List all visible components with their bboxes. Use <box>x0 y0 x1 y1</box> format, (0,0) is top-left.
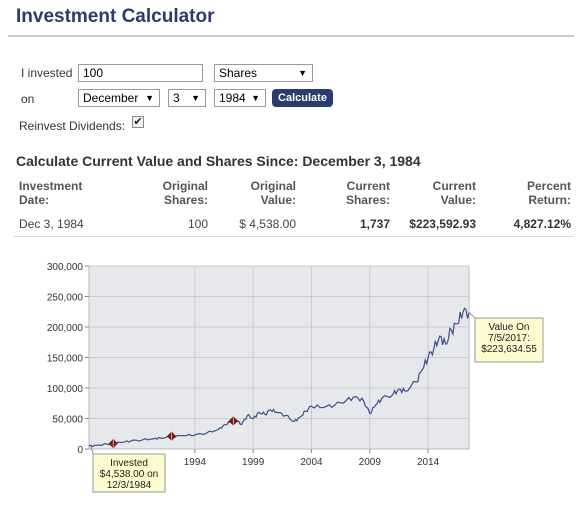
unit-select-value: Shares <box>219 66 258 80</box>
header-original-shares: Original Shares: <box>128 179 208 207</box>
y-tick-label: 0 <box>77 445 83 456</box>
x-tick-label: 1994 <box>184 457 207 468</box>
header-line: Value: <box>440 193 476 207</box>
header-current-shares: Current Shares: <box>310 179 390 207</box>
chevron-down-icon: ▼ <box>145 93 154 103</box>
invested-callout-pointer <box>90 446 94 455</box>
invested-callout-box <box>92 453 166 493</box>
header-line: Date: <box>19 193 50 207</box>
header-line: Current <box>432 179 476 193</box>
chevron-down-icon: ▼ <box>298 68 307 78</box>
day-select[interactable]: 3 ▼ <box>168 89 206 107</box>
value-on-callout-text: 7/5/2017: <box>488 333 530 344</box>
chevron-down-icon: ▼ <box>191 93 200 103</box>
header-original-value: Original Value: <box>216 179 296 207</box>
cell-current-shares: 1,737 <box>359 217 390 231</box>
day-select-value: 3 <box>173 91 180 105</box>
calculate-button[interactable]: Calculate <box>272 89 333 107</box>
cell-investment-date: Dec 3, 1984 <box>19 217 84 231</box>
invested-label: I invested <box>21 66 73 80</box>
value-on-callout-box <box>474 317 544 363</box>
year-select[interactable]: 1984 ▼ <box>214 89 266 107</box>
y-tick-label: 50,000 <box>52 415 83 426</box>
y-tick-label: 200,000 <box>47 323 84 334</box>
header-line: Value: <box>260 193 296 207</box>
reinvest-label: Reinvest Dividends: <box>19 119 126 133</box>
x-tick-label: 1999 <box>242 457 265 468</box>
header-line: Current <box>346 179 390 193</box>
y-tick-label: 250,000 <box>47 293 84 304</box>
chevron-down-icon: ▼ <box>251 93 260 103</box>
header-line: Return: <box>528 193 571 207</box>
invested-callout-text: $4,538.00 on <box>100 469 158 480</box>
header-investment-date: Investment Date: <box>19 179 82 207</box>
header-line: Shares: <box>345 193 390 207</box>
title-divider <box>8 35 574 37</box>
reinvest-checkbox[interactable]: ✔ <box>132 116 144 128</box>
y-tick-label: 150,000 <box>47 354 84 365</box>
header-line: Original <box>162 179 208 193</box>
cell-original-value: $ 4,538.00 <box>239 217 296 231</box>
x-tick-label: 2004 <box>300 457 323 468</box>
value-on-callout-pointer <box>468 312 476 319</box>
year-select-value: 1984 <box>219 91 246 105</box>
month-select-value: December <box>83 91 139 105</box>
page-title: Investment Calculator <box>16 6 215 27</box>
value-series-line <box>88 307 470 448</box>
value-on-callout-text: $223,634.55 <box>481 344 537 355</box>
x-tick-label: 2014 <box>417 457 440 468</box>
unit-select[interactable]: Shares ▼ <box>214 64 313 82</box>
header-line: Original <box>250 179 296 193</box>
cell-original-shares: 100 <box>187 217 208 231</box>
header-line: Shares: <box>163 193 208 207</box>
header-line: Investment <box>19 179 83 193</box>
value-on-callout-text: Value On <box>489 322 530 333</box>
header-line: Percent <box>526 179 571 193</box>
on-label: on <box>21 92 35 106</box>
header-current-value: Current Value: <box>396 179 476 207</box>
header-percent-return: Percent Return: <box>491 179 571 207</box>
table-divider <box>14 236 574 237</box>
amount-input[interactable]: 100 <box>78 64 203 82</box>
invested-callout-text: 12/3/1984 <box>107 480 152 491</box>
invested-callout-text: Invested <box>110 458 148 469</box>
y-tick-label: 300,000 <box>47 262 84 273</box>
x-tick-label: 2009 <box>359 457 382 468</box>
results-heading: Calculate Current Value and Shares Since… <box>16 153 421 169</box>
y-tick-label: 100,000 <box>47 384 84 395</box>
month-select[interactable]: December ▼ <box>78 89 160 107</box>
cell-percent-return: 4,827.12% <box>513 217 571 231</box>
cell-current-value: $223,592.93 <box>409 217 476 231</box>
